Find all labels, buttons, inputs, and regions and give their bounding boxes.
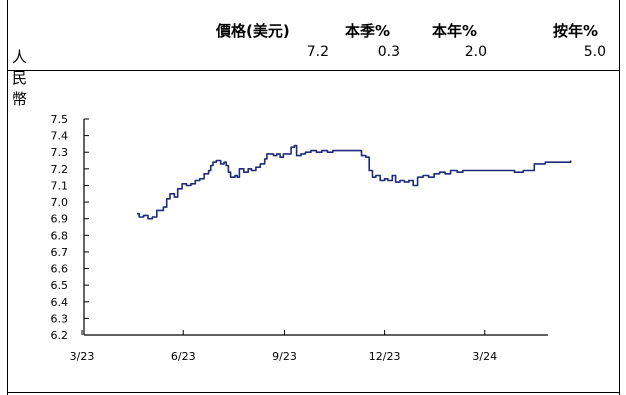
header-ytd: 本年%	[432, 22, 478, 40]
y-tick-label: 6.4	[51, 296, 69, 309]
y-tick-label: 6.6	[51, 263, 69, 276]
y-tick-label: 7.5	[51, 113, 69, 126]
series-line	[137, 144, 572, 220]
x-tick-label: 3/24	[472, 350, 497, 363]
y-tick-label: 7.4	[51, 130, 69, 143]
header-quarter: 本季%	[345, 22, 391, 40]
value-quarter: 0.3	[377, 44, 400, 60]
y-tick-label: 6.2	[51, 329, 69, 342]
y-tick-label: 6.5	[51, 279, 69, 292]
value-ytd: 2.0	[464, 44, 487, 60]
x-tick-label: 3/23	[70, 350, 95, 363]
row-label: 人民幣	[12, 48, 28, 108]
y-tick-label: 6.9	[51, 213, 69, 226]
y-tick-label: 7.3	[51, 146, 69, 159]
y-tick-label: 7.0	[51, 196, 69, 209]
header-price: 價格(美元)	[216, 22, 290, 40]
y-tick-label: 6.8	[51, 229, 69, 242]
x-tick-label: 6/23	[171, 350, 196, 363]
chart-frame	[7, 0, 620, 395]
header-yoy: 按年%	[553, 22, 599, 40]
y-tick-label: 6.3	[51, 312, 69, 325]
y-tick-label: 7.1	[51, 179, 69, 192]
header-divider	[8, 70, 619, 71]
value-yoy: 5.0	[583, 44, 606, 60]
x-tick-label: 12/23	[369, 350, 401, 363]
value-price: 7.2	[306, 44, 329, 60]
y-tick-label: 7.2	[51, 163, 69, 176]
bottom-divider	[8, 392, 619, 393]
x-tick-label: 9/23	[272, 350, 297, 363]
y-tick-label: 6.7	[51, 246, 69, 259]
